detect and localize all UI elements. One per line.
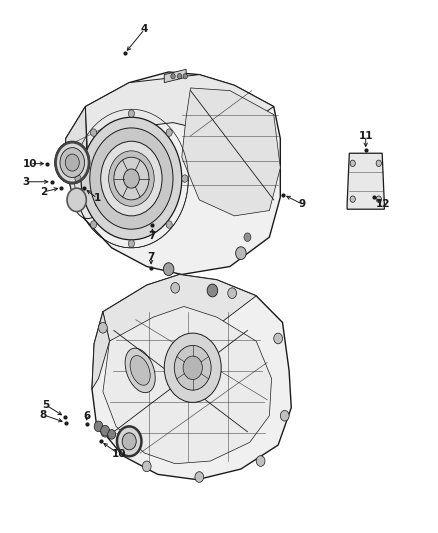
- Polygon shape: [182, 88, 280, 216]
- Circle shape: [256, 456, 265, 466]
- Circle shape: [171, 282, 180, 293]
- Ellipse shape: [130, 356, 150, 385]
- Text: 10: 10: [112, 449, 127, 459]
- Text: 6: 6: [83, 411, 90, 421]
- Circle shape: [108, 430, 116, 439]
- Circle shape: [74, 187, 101, 219]
- Circle shape: [101, 141, 162, 216]
- Circle shape: [55, 141, 90, 184]
- Circle shape: [244, 233, 251, 241]
- Circle shape: [128, 240, 134, 247]
- Circle shape: [164, 333, 221, 402]
- Circle shape: [95, 198, 102, 207]
- Circle shape: [67, 188, 86, 212]
- Circle shape: [124, 169, 139, 188]
- Polygon shape: [85, 75, 274, 155]
- Text: 2: 2: [40, 187, 47, 197]
- Circle shape: [177, 74, 182, 79]
- Circle shape: [166, 129, 172, 136]
- Circle shape: [101, 425, 110, 436]
- Circle shape: [236, 247, 246, 260]
- Circle shape: [183, 356, 202, 379]
- Circle shape: [228, 288, 237, 298]
- Circle shape: [128, 110, 134, 117]
- Circle shape: [99, 322, 107, 333]
- Polygon shape: [103, 274, 256, 341]
- Polygon shape: [347, 154, 384, 209]
- Circle shape: [350, 196, 355, 203]
- Circle shape: [94, 421, 103, 432]
- Text: 1: 1: [94, 193, 101, 203]
- Polygon shape: [103, 306, 272, 464]
- Polygon shape: [164, 69, 186, 83]
- Ellipse shape: [125, 348, 155, 393]
- Circle shape: [60, 148, 85, 177]
- Circle shape: [91, 221, 97, 228]
- Circle shape: [142, 461, 151, 472]
- Circle shape: [166, 221, 172, 228]
- Text: 7: 7: [149, 231, 156, 241]
- Polygon shape: [66, 72, 280, 274]
- Circle shape: [91, 129, 97, 136]
- Circle shape: [376, 160, 381, 166]
- Circle shape: [109, 151, 154, 206]
- Circle shape: [90, 128, 173, 229]
- Circle shape: [163, 263, 174, 276]
- Text: 3: 3: [23, 177, 30, 187]
- Circle shape: [174, 345, 211, 390]
- Text: 5: 5: [42, 400, 49, 410]
- Circle shape: [350, 160, 355, 166]
- Polygon shape: [92, 274, 291, 480]
- Circle shape: [65, 154, 79, 171]
- Circle shape: [81, 117, 182, 240]
- Text: 10: 10: [22, 159, 37, 168]
- Circle shape: [75, 175, 81, 182]
- Circle shape: [195, 472, 204, 482]
- Polygon shape: [92, 312, 110, 389]
- Circle shape: [171, 74, 175, 79]
- Circle shape: [207, 284, 218, 297]
- Text: 7: 7: [148, 252, 155, 262]
- Circle shape: [274, 333, 283, 344]
- Circle shape: [101, 426, 110, 437]
- Text: 12: 12: [376, 199, 391, 208]
- Circle shape: [182, 175, 188, 182]
- Text: 4: 4: [141, 25, 148, 34]
- Circle shape: [280, 410, 289, 421]
- Circle shape: [183, 74, 187, 79]
- Polygon shape: [66, 107, 88, 211]
- Circle shape: [114, 157, 149, 200]
- Circle shape: [117, 426, 141, 456]
- Text: 8: 8: [39, 410, 46, 419]
- Circle shape: [376, 196, 381, 203]
- Text: 11: 11: [358, 131, 373, 141]
- Circle shape: [122, 433, 136, 450]
- Text: 9: 9: [299, 199, 306, 209]
